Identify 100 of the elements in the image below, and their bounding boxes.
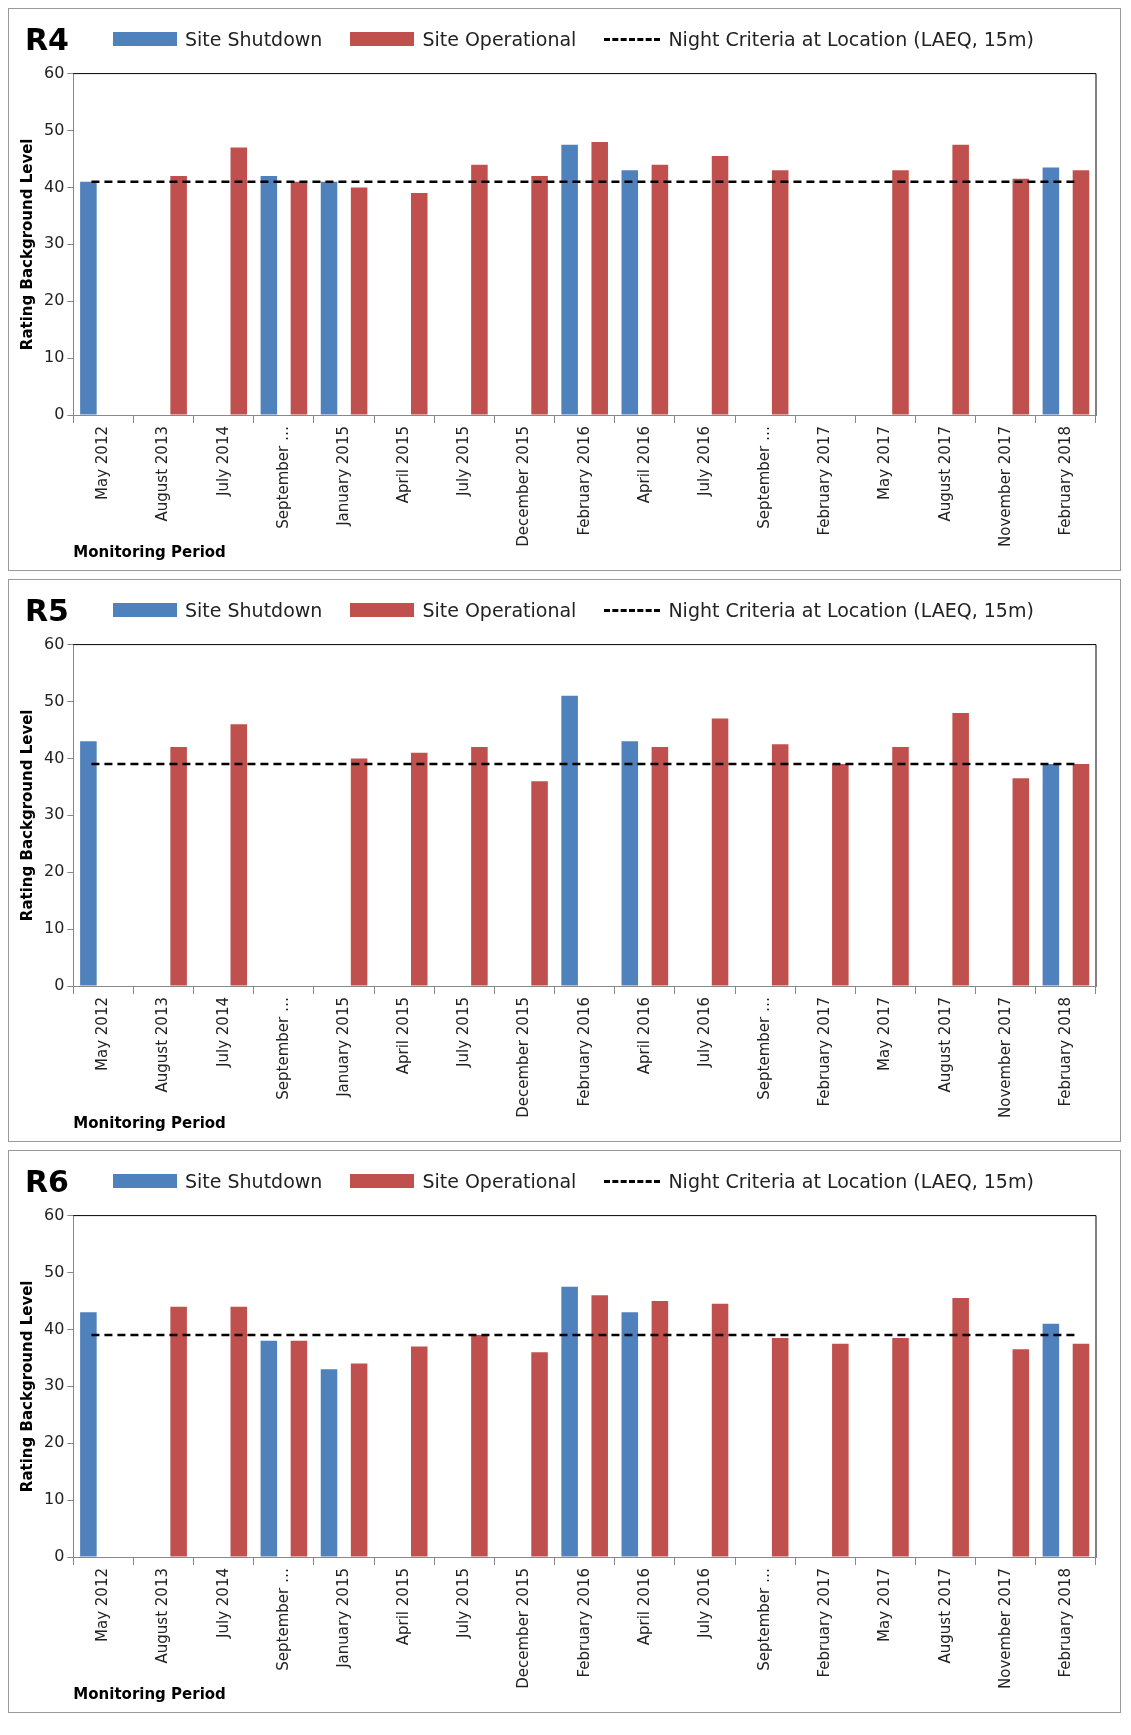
bar — [711, 156, 729, 415]
x-tick-label: February 2016 — [574, 1568, 593, 1678]
x-tick-label: December 2015 — [514, 997, 533, 1118]
bar — [471, 747, 488, 986]
bar — [1072, 764, 1090, 986]
y-tick-label: 0 — [54, 404, 65, 424]
x-tick-label: May 2017 — [875, 426, 894, 500]
x-tick-label: February 2016 — [574, 997, 593, 1107]
y-tick-label: 40 — [44, 1318, 65, 1338]
bar — [471, 164, 488, 415]
bar — [320, 181, 338, 415]
bar — [410, 752, 428, 986]
bar — [170, 1306, 187, 1557]
x-tick-label: May 2017 — [875, 997, 894, 1071]
bar — [621, 1312, 639, 1557]
x-tick-label: August 2013 — [153, 1568, 172, 1664]
bar — [230, 724, 248, 986]
y-tick-label: 0 — [54, 975, 65, 995]
y-axis-title: Rating Background Level — [17, 709, 36, 922]
bar — [80, 1312, 97, 1557]
bar — [170, 747, 187, 986]
x-tick-label: September … — [755, 426, 774, 529]
y-tick-label: 10 — [44, 347, 65, 367]
x-tick-label: August 2017 — [935, 997, 954, 1093]
x-tick-label: November 2017 — [995, 426, 1014, 548]
bar — [1042, 167, 1060, 415]
bar — [230, 147, 248, 415]
legend-label: Night Criteria at Location (LAEQ, 15m) — [668, 28, 1034, 50]
bar — [952, 1298, 969, 1557]
legend-label: Night Criteria at Location (LAEQ, 15m) — [668, 1170, 1034, 1192]
x-tick-label: July 2015 — [454, 426, 473, 497]
x-tick-label: September … — [755, 997, 774, 1100]
x-tick-label: July 2016 — [694, 997, 713, 1068]
bar — [471, 1335, 488, 1557]
x-tick-label: November 2017 — [995, 997, 1014, 1119]
bar — [892, 1337, 909, 1557]
x-tick-label: April 2015 — [394, 1568, 413, 1646]
x-tick-label: February 2018 — [1055, 1568, 1074, 1678]
x-tick-label: August 2013 — [153, 997, 172, 1093]
x-tick-label: August 2017 — [935, 1568, 954, 1664]
x-tick-label: May 2017 — [875, 1568, 894, 1642]
bar — [1042, 764, 1060, 986]
bar — [651, 164, 669, 415]
x-tick-label: September … — [273, 997, 292, 1100]
x-tick-label: January 2015 — [333, 1568, 352, 1669]
bar — [832, 1343, 849, 1557]
bar — [531, 1352, 548, 1557]
x-tick-label: January 2015 — [333, 997, 352, 1098]
bar — [771, 744, 789, 986]
bar — [260, 176, 278, 415]
y-tick-label: 10 — [44, 1489, 65, 1509]
y-tick-label: 40 — [44, 747, 65, 767]
bar — [1042, 1323, 1060, 1557]
bar — [350, 758, 368, 986]
x-tick-label: May 2012 — [93, 997, 112, 1071]
x-tick-label: May 2012 — [93, 426, 112, 500]
bar — [531, 781, 548, 986]
y-tick-label: 30 — [44, 1375, 65, 1395]
bar — [711, 1303, 729, 1557]
bar — [320, 1369, 338, 1557]
legend-label: Site Operational — [422, 1170, 577, 1192]
y-tick-label: 50 — [44, 1261, 65, 1281]
x-tick-label: July 2014 — [213, 997, 232, 1068]
bar — [260, 1340, 278, 1557]
y-tick-label: 30 — [44, 804, 65, 824]
chart-title: R4 — [25, 21, 70, 57]
bar — [1012, 178, 1030, 415]
y-tick-label: 60 — [44, 633, 65, 653]
bar — [80, 181, 97, 415]
bar — [591, 141, 608, 415]
bar — [952, 144, 969, 415]
legend-label: Site Operational — [422, 599, 577, 621]
bar — [711, 718, 729, 986]
x-tick-label: April 2016 — [634, 1568, 653, 1646]
bar — [1012, 778, 1030, 986]
bar — [561, 1286, 578, 1557]
x-tick-label: February 2017 — [815, 997, 834, 1107]
y-tick-label: 40 — [44, 176, 65, 196]
bar — [621, 170, 639, 415]
x-tick-label: February 2018 — [1055, 426, 1074, 536]
bar — [350, 1363, 368, 1557]
bar — [771, 170, 789, 415]
bar — [621, 741, 639, 986]
bar — [350, 187, 368, 415]
x-tick-label: April 2016 — [634, 426, 653, 504]
x-tick-label: September … — [755, 1568, 774, 1671]
x-tick-label: July 2016 — [694, 426, 713, 497]
x-tick-label: February 2017 — [815, 1568, 834, 1678]
x-tick-label: February 2016 — [574, 426, 593, 536]
x-tick-label: April 2016 — [634, 997, 653, 1075]
bar — [892, 747, 909, 986]
x-tick-label: May 2012 — [93, 1568, 112, 1642]
y-tick-label: 60 — [44, 1204, 65, 1224]
x-tick-label: December 2015 — [514, 426, 533, 547]
y-tick-label: 30 — [44, 233, 65, 253]
bar — [1072, 170, 1090, 415]
bar — [952, 712, 969, 986]
y-tick-label: 20 — [44, 1432, 65, 1452]
legend-label: Site Shutdown — [185, 599, 323, 621]
bar — [410, 193, 428, 415]
